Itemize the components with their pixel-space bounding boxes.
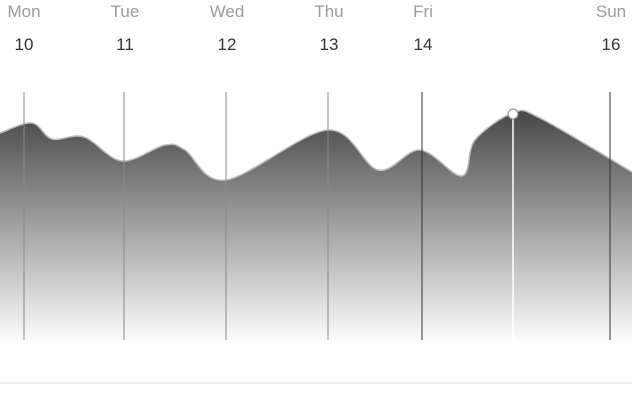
- day-date-16[interactable]: 16: [601, 35, 621, 54]
- chart-line: [0, 109, 632, 181]
- day-date-10[interactable]: 10: [14, 35, 34, 54]
- day-date-14[interactable]: 14: [413, 35, 433, 54]
- day-name-fri[interactable]: Fri: [413, 2, 433, 21]
- chart-area: [0, 110, 632, 346]
- day-name-mon[interactable]: Mon: [7, 2, 41, 21]
- selection-handle[interactable]: [507, 108, 519, 120]
- day-name-sun[interactable]: Sun: [595, 2, 627, 21]
- day-name-tue[interactable]: Tue: [110, 2, 140, 21]
- day-date-11[interactable]: 11: [116, 35, 134, 54]
- day-name-wed[interactable]: Wed: [209, 2, 245, 21]
- day-date-12[interactable]: 12: [217, 35, 237, 54]
- day-date-13[interactable]: 13: [319, 35, 339, 54]
- day-name-thu[interactable]: Thu: [314, 2, 344, 21]
